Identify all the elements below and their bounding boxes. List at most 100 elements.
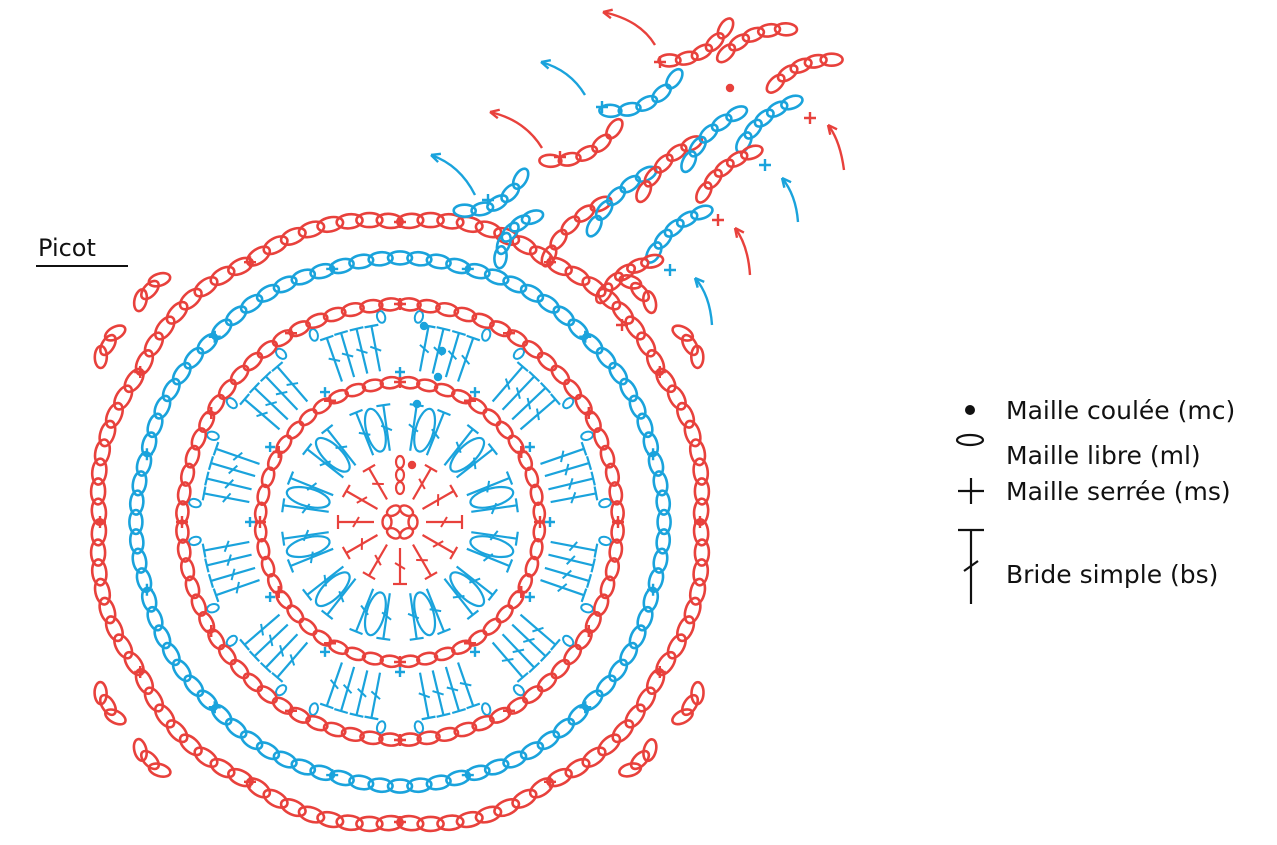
single-crochet [208,330,221,343]
direction-arrow-head [826,123,838,136]
single-crochet [324,637,336,650]
chain-stitch [143,686,165,713]
chain-stitch [642,290,658,315]
chain-stitch [113,384,134,411]
chain-stitch [599,444,616,469]
chain-stitch [335,814,364,832]
chain-stitch [262,788,289,809]
chain-stitch [521,339,544,359]
chain-stitch [229,658,250,680]
chain-stitch [666,384,687,411]
chain-stitch [279,798,307,818]
chain-stitch [692,558,710,587]
chain-stitch [552,717,576,739]
chain-stitch [134,668,155,695]
chain-stitch [618,762,643,778]
chain-stitch [286,604,305,624]
double-crochet-bar [432,690,444,696]
chain-stitch [470,201,495,217]
chain-stitch [619,377,639,403]
chain-stitch [676,615,696,643]
chain-stitch [581,689,604,712]
double-crochet-bar [535,408,540,421]
double-crochet-bar [561,569,572,580]
chain-stitch [605,117,624,140]
single-crochet [94,516,106,528]
chain-stitch [690,204,714,221]
chain-stitch [297,220,326,239]
chain-stitch [322,721,347,738]
double-crochet-bar [369,345,382,352]
plus-icon [958,478,984,504]
chain-stitch [99,333,117,357]
chain-stitch [713,158,735,178]
double-crochet-bar [489,530,499,541]
double-crochet-top [516,671,529,683]
double-crochet-top [516,361,529,373]
single-crochet [470,387,480,398]
chain-stitch [394,467,406,483]
double-crochet-top [528,661,541,674]
chain-stitch [665,143,688,163]
chain-stitch [227,256,254,277]
single-crochet [545,517,555,527]
chain-stitch [147,271,172,288]
chain-stitch [359,730,384,746]
chain-stitch [89,477,107,506]
chain-stitch [379,375,403,390]
chain-stitch [676,401,696,429]
double-crochet-bar [286,382,299,387]
double-crochet-top [466,702,481,710]
chain-stitch [394,454,406,470]
legend-label-chain: Maille libre (ml) [1006,441,1201,470]
chain-stitch [165,300,189,325]
double-crochet-bar [532,626,544,633]
double-crochet-top [349,712,364,718]
double-crochet-bar [268,634,274,647]
chain-stitch [604,557,621,582]
double-crochet-top [585,573,593,588]
chain-stitch [209,757,236,779]
chain-stitch [217,378,237,401]
chain-stitch [585,214,603,238]
double-crochet-top [436,712,451,718]
double-crochet-bar [279,644,285,657]
double-crochet-top [466,609,480,621]
double-crochet-top [301,442,313,456]
chain-stitch [595,346,617,370]
chain-stitch [314,436,351,473]
double-crochet-bar [557,583,568,593]
single-crochet [554,151,566,163]
chain-stitch [640,253,665,269]
chain-stitch [581,332,604,355]
chain-stitch [344,646,367,662]
double-crochet-bar [309,551,314,564]
double-crochet-top [349,408,363,417]
chain-stitch [598,535,612,547]
chain-stitch [629,281,651,303]
chain-stitch [680,135,704,153]
direction-arrow [734,227,752,276]
single-crochet [324,394,336,407]
double-crochet-top [349,326,364,332]
chain-stitch [171,361,192,386]
chain-stitch [624,315,647,341]
double-crochet-top [451,329,466,337]
slip-stitch [419,321,429,331]
double-crochet-bar [461,354,471,365]
chain-stitch [560,215,581,236]
oval-icon [955,433,985,447]
double-crochet-top [212,588,220,603]
chain-stitch [260,466,276,489]
double-crochet-top [286,471,295,485]
chain-stitch [298,408,318,427]
single-crochet [394,734,406,746]
slip-stitch [412,399,422,409]
double-crochet-top [421,715,436,721]
double-crochet-top [437,627,451,636]
chain-stitch [435,301,460,318]
chain-stitch [716,17,735,40]
double-crochet-bar [256,411,268,418]
double-crochet-bar [319,460,332,467]
chain-stitch [146,412,164,439]
